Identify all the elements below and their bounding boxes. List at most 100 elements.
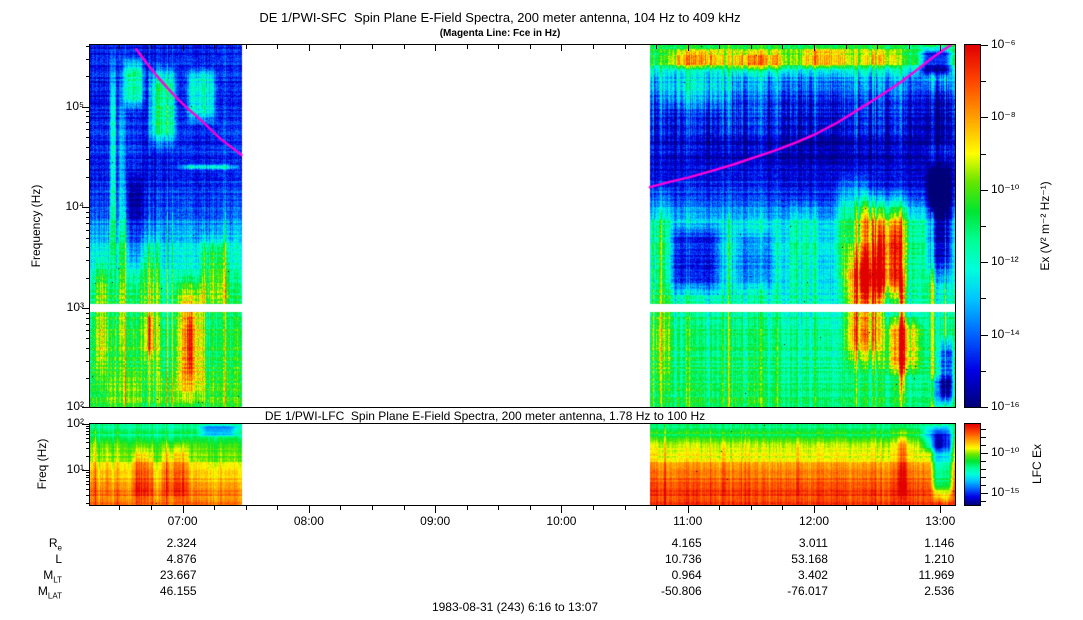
lfc-cbar-tick-minor [981,428,986,430]
time-tick-label: 08:00 [293,514,324,528]
sfc-cbar-tick-label: 10⁻⁶ [991,37,1016,51]
ephemeris-value: 23.667 [159,568,197,582]
ephemeris-value: 2.324 [166,536,197,550]
sfc-ytick-minor [86,312,90,314]
time-tick-minor [498,506,500,510]
lfc-cbar-tick-minor [981,500,986,502]
ephemeris-value: 11.969 [918,568,955,582]
ephemeris-value: 10.736 [665,552,702,566]
sfc-ytick-minor [86,237,90,239]
sfc-ytick-minor [86,45,90,47]
sfc-cbar-tick-minor [981,153,986,155]
sfc-ytick-minor [86,76,90,78]
lfc-ytick-major [82,470,89,472]
sfc-spectrogram-panel [89,44,956,408]
time-tick-label: 12:00 [798,514,829,528]
sfc-top-tick-minor [245,45,247,49]
sfc-ytick-minor [86,146,90,148]
sfc-top-tick-minor [277,45,279,49]
lfc-ytick-minor [86,494,90,496]
time-tick-minor [245,506,247,510]
time-tick-minor [119,506,121,510]
ephemeris-row-label: MLAT [37,584,62,601]
time-tick-label: 13:00 [925,514,956,528]
sfc-top-tick-minor [845,45,847,49]
time-tick-minor [656,506,658,510]
sfc-ytick-major [82,106,89,108]
lfc-cbar-tick-minor [981,484,986,486]
sfc-cbar-tick-label: 10⁻¹⁰ [991,181,1020,196]
sfc-top-tick-minor [372,45,374,49]
time-tick-major [813,506,815,513]
time-tick-major [940,506,942,513]
time-tick-major [308,506,310,513]
lfc-ytick-label: 10² [66,416,84,430]
time-tick-minor [719,506,721,510]
ephemeris-row-label: L [55,552,62,566]
sfc-ytick-minor [86,128,90,130]
lfc-ytick-minor [86,437,90,439]
sfc-top-tick-major [435,45,437,51]
ephemeris-value: 1.146 [924,536,955,550]
sfc-top-tick-minor [593,45,594,49]
sfc-ytick-minor [86,360,90,362]
sfc-colorbar-label: Ex (V² m⁻² Hz⁻¹) [1038,181,1052,271]
sfc-ytick-minor [86,159,90,161]
sfc-cbar-tick-major [981,334,988,336]
sfc-ytick-minor [86,247,90,249]
sfc-ytick-label: 10⁵ [65,98,84,113]
sfc-ytick-minor [86,122,90,124]
time-tick-major [435,506,437,513]
sfc-top-tick-minor [719,45,721,49]
ephemeris-value: -50.806 [661,584,702,598]
sfc-ytick-minor [86,323,90,325]
lfc-ytick-minor [86,480,90,482]
sfc-cbar-tick-label: 10⁻¹⁶ [991,399,1020,413]
lfc-colorbar [964,423,981,506]
sfc-ytick-minor [86,330,90,332]
sfc-ytick-minor [86,58,90,60]
ephemeris-value: 3.011 [798,536,828,550]
lfc-cbar-tick-label: 10⁻¹⁰ [991,444,1020,459]
lfc-ytick-minor [86,431,90,433]
time-tick-minor [908,506,910,510]
sfc-cbar-tick-major [981,45,988,46]
time-tick-minor [403,506,405,510]
lfc-cbar-tick-label: 10⁻¹⁵ [991,484,1020,499]
sfc-top-tick-major [687,45,689,51]
sfc-ytick-minor [86,176,90,178]
sfc-subtitle: (Magenta Line: Fce in Hz) [439,28,561,39]
sfc-top-tick-minor [529,45,531,49]
ephemeris-value: 3.402 [797,568,828,582]
ephemeris-value: 1.210 [924,552,955,566]
sfc-top-tick-minor [624,45,626,49]
sfc-cbar-tick-label: 10⁻⁸ [991,109,1016,124]
lfc-colorbar-label: LFC Ex [1030,443,1044,485]
lfc-cbar-tick-major [981,492,988,494]
lfc-ytick-minor [86,456,90,458]
time-tick-minor [624,506,626,510]
time-tick-major [182,506,184,513]
lfc-colorbar-canvas [965,424,980,505]
sfc-top-tick-minor [466,45,468,49]
sfc-cbar-tick-major [981,407,988,408]
sfc-top-tick-minor [750,45,752,49]
time-tick-label: 10:00 [546,514,577,528]
sfc-cbar-tick-minor [981,81,986,83]
sfc-top-tick-minor [151,45,153,49]
sfc-ytick-minor [86,348,90,350]
sfc-heatmap-canvas [90,45,955,407]
ephemeris-value: 53.168 [791,552,828,566]
sfc-top-tick-minor [403,45,405,49]
ephemeris-value: 4.165 [671,536,702,550]
sfc-cbar-tick-minor [981,370,986,372]
sfc-cbar-tick-minor [981,298,986,300]
time-tick-minor [529,506,531,510]
time-tick-label: 11:00 [673,514,703,528]
time-tick-minor [214,506,216,510]
sfc-ytick-minor [86,217,90,219]
sfc-ytick-minor [86,378,90,380]
sfc-colorbar [964,44,981,408]
lfc-ytick-minor [86,448,90,450]
sfc-cbar-tick-label: 10⁻¹² [991,254,1019,269]
